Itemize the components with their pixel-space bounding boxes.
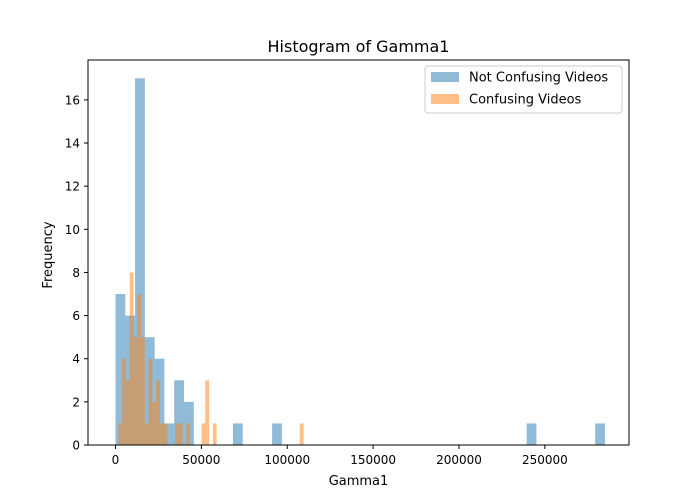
bar-not-confusing-6 xyxy=(174,380,185,445)
x-tick-label: 100000 xyxy=(264,453,310,467)
y-tick-label: 12 xyxy=(65,180,80,194)
y-tick-label: 14 xyxy=(65,137,80,151)
y-tick-label: 8 xyxy=(72,266,80,280)
bar-confusing-3 xyxy=(129,272,134,445)
legend-swatch xyxy=(431,94,459,104)
bar-not-confusing-2 xyxy=(135,78,145,445)
bar-confusing-0 xyxy=(118,423,123,445)
bar-confusing-10 xyxy=(156,380,160,445)
y-tick-label: 16 xyxy=(65,93,80,107)
bar-confusing-9 xyxy=(152,401,157,445)
bar-not-confusing-0 xyxy=(115,294,126,445)
bar-confusing-6 xyxy=(141,337,145,445)
x-tick-label: 50000 xyxy=(182,453,220,467)
bar-confusing-16 xyxy=(201,423,206,445)
bar-confusing-1 xyxy=(122,358,126,445)
x-tick-label: 0 xyxy=(112,453,120,467)
bar-confusing-17 xyxy=(205,380,210,445)
legend-box xyxy=(424,65,623,114)
y-tick-label: 0 xyxy=(72,439,80,453)
bar-not-confusing-5 xyxy=(164,423,175,445)
bar-confusing-15 xyxy=(186,423,191,445)
bar-not-confusing-10 xyxy=(526,423,537,445)
x-axis-title: Gamma1 xyxy=(329,474,389,489)
y-tick-label: 2 xyxy=(72,395,80,409)
chart-title: Histogram of Gamma1 xyxy=(268,37,450,56)
bar-not-confusing-11 xyxy=(595,423,605,445)
axes-layer: 0 50000 100000 150000 200000 250000 0 2 4 6 8 10 12 1… xyxy=(65,59,630,467)
bar-confusing-13 xyxy=(175,423,179,445)
bar-confusing-14 xyxy=(178,423,183,445)
y-axis-title: Frequency xyxy=(41,221,56,288)
y-tick-label: 4 xyxy=(72,352,80,366)
y-tick-label: 10 xyxy=(65,223,80,237)
bar-confusing-5 xyxy=(137,294,142,445)
bar-confusing-11 xyxy=(159,423,164,445)
x-tick-label: 200000 xyxy=(436,453,482,467)
bars-layer xyxy=(115,78,605,445)
bar-confusing-8 xyxy=(148,358,153,445)
bar-confusing-4 xyxy=(133,337,138,445)
legend-swatch xyxy=(431,72,459,82)
x-tick-label: 150000 xyxy=(350,453,396,467)
plot-frame xyxy=(87,59,630,446)
bar-confusing-19 xyxy=(299,423,304,445)
bar-not-confusing-9 xyxy=(272,423,282,445)
x-tick-label: 250000 xyxy=(522,453,568,467)
legend-label: Confusing Videos xyxy=(469,93,582,108)
y-tick-label: 6 xyxy=(72,309,80,323)
bar-confusing-2 xyxy=(125,380,130,445)
bar-confusing-18 xyxy=(212,423,217,445)
legend-label: Not Confusing Videos xyxy=(469,71,608,86)
legend: Not Confusing Videos Confusing Videos xyxy=(424,65,623,114)
bar-confusing-7 xyxy=(144,423,149,445)
bar-confusing-12 xyxy=(163,423,168,445)
bar-not-confusing-8 xyxy=(232,423,243,445)
